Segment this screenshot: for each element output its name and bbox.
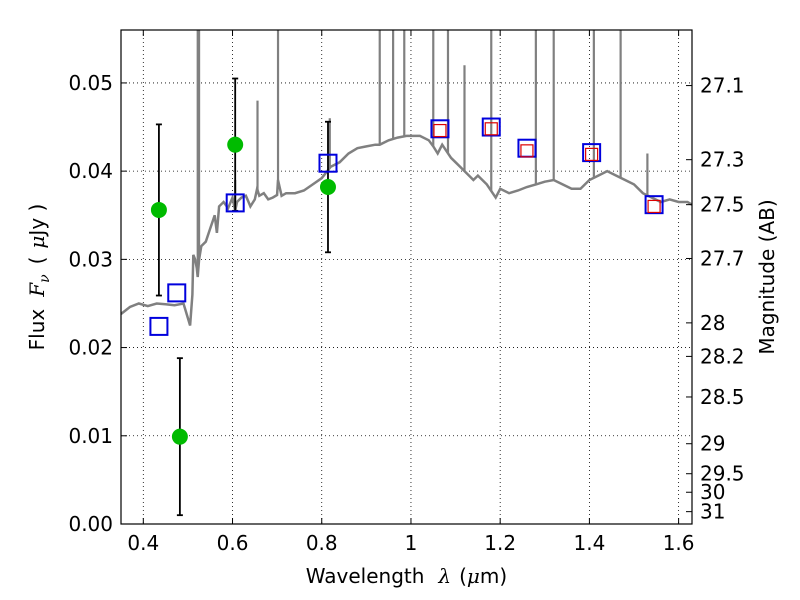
y2-tick-label: 30 [700, 480, 725, 504]
y2-tick-label: 28.5 [700, 385, 745, 409]
photometry-point [150, 201, 167, 218]
grid [121, 30, 692, 525]
x-tick-label: 1 [405, 531, 418, 555]
y2-tick-label: 28.2 [700, 344, 745, 368]
y2-tick-label: 31 [700, 500, 725, 524]
axis-ticks: 0.4 0.6 0.8 1 1.2 1.4 1.6 0.00 0.01 0.02 0.03 0.04 0… [68, 30, 745, 555]
x-tick-label: 1.2 [484, 531, 516, 555]
model-band-square [582, 143, 602, 163]
model-band-inner-square [433, 123, 447, 138]
x-axis-label: Wavelength λ (μm) [306, 564, 507, 588]
y-tick-label: 0.03 [68, 247, 113, 271]
y-tick-label: 0.02 [68, 336, 113, 360]
x-axis-label-unit-suffix: m) [480, 564, 507, 588]
x-tick-label: 0.4 [127, 531, 159, 555]
model-band-inner-square [520, 144, 534, 158]
y2-tick-label: 28 [700, 311, 725, 335]
x-axis-label-symbol: λ [437, 564, 451, 588]
y-axis-label-unit-mu: μ [25, 236, 49, 249]
data-markers [149, 117, 664, 445]
model-band-square [430, 119, 450, 139]
model-band-square [481, 117, 501, 137]
x-tick-label: 1.4 [573, 531, 605, 555]
y-tick-label: 0.04 [68, 159, 113, 183]
model-spectrum-line [121, 134, 692, 326]
y-axis-label-symbol: F [25, 282, 49, 298]
model-band-inner-square [484, 122, 498, 136]
y-axis-label: Flux Fν ( μJy ) [25, 204, 53, 351]
model-band-inner-square [585, 147, 599, 161]
x-axis-label-unit-prefix: ( [459, 564, 467, 588]
y2-tick-label: 27.7 [700, 246, 745, 270]
x-tick-label: 0.8 [306, 531, 338, 555]
y-tick-label: 0.05 [68, 71, 113, 95]
photometry-point [227, 136, 244, 153]
y-axis-label-unit-prefix: ( [25, 257, 49, 265]
y-tick-label: 0.00 [68, 512, 113, 536]
y2-tick-label: 27.3 [700, 148, 745, 172]
model-band-square [318, 153, 338, 173]
x-axis-label-unit-mu: μ [467, 564, 480, 588]
y2-tick-label: 29 [700, 432, 725, 456]
y-axis-label-unit-suffix: Jy ) [25, 204, 49, 238]
model-band-inner-square [647, 199, 661, 214]
model-spectrum [121, 30, 692, 326]
model-band-square [225, 193, 245, 213]
y2-axis-label: Magnitude (AB) [755, 199, 779, 354]
plot-frame [120, 29, 693, 525]
photometry-point [171, 428, 188, 445]
y2-tick-label: 27.1 [700, 74, 745, 98]
photometry-point [319, 179, 336, 196]
model-band-square [644, 195, 664, 215]
model-band-square [149, 316, 169, 336]
y2-tick-label: 29.5 [700, 462, 745, 486]
y-axis-label-text: Flux [25, 309, 49, 351]
y2-tick-label: 27.5 [700, 193, 745, 217]
model-band-square [167, 283, 187, 303]
x-tick-label: 0.6 [217, 531, 249, 555]
x-axis-label-text: Wavelength [306, 564, 425, 588]
y-tick-label: 0.01 [68, 424, 113, 448]
x-tick-label: 1.6 [663, 531, 695, 555]
error-bars [155, 77, 331, 517]
y-axis-label-subscript: ν [37, 274, 53, 283]
